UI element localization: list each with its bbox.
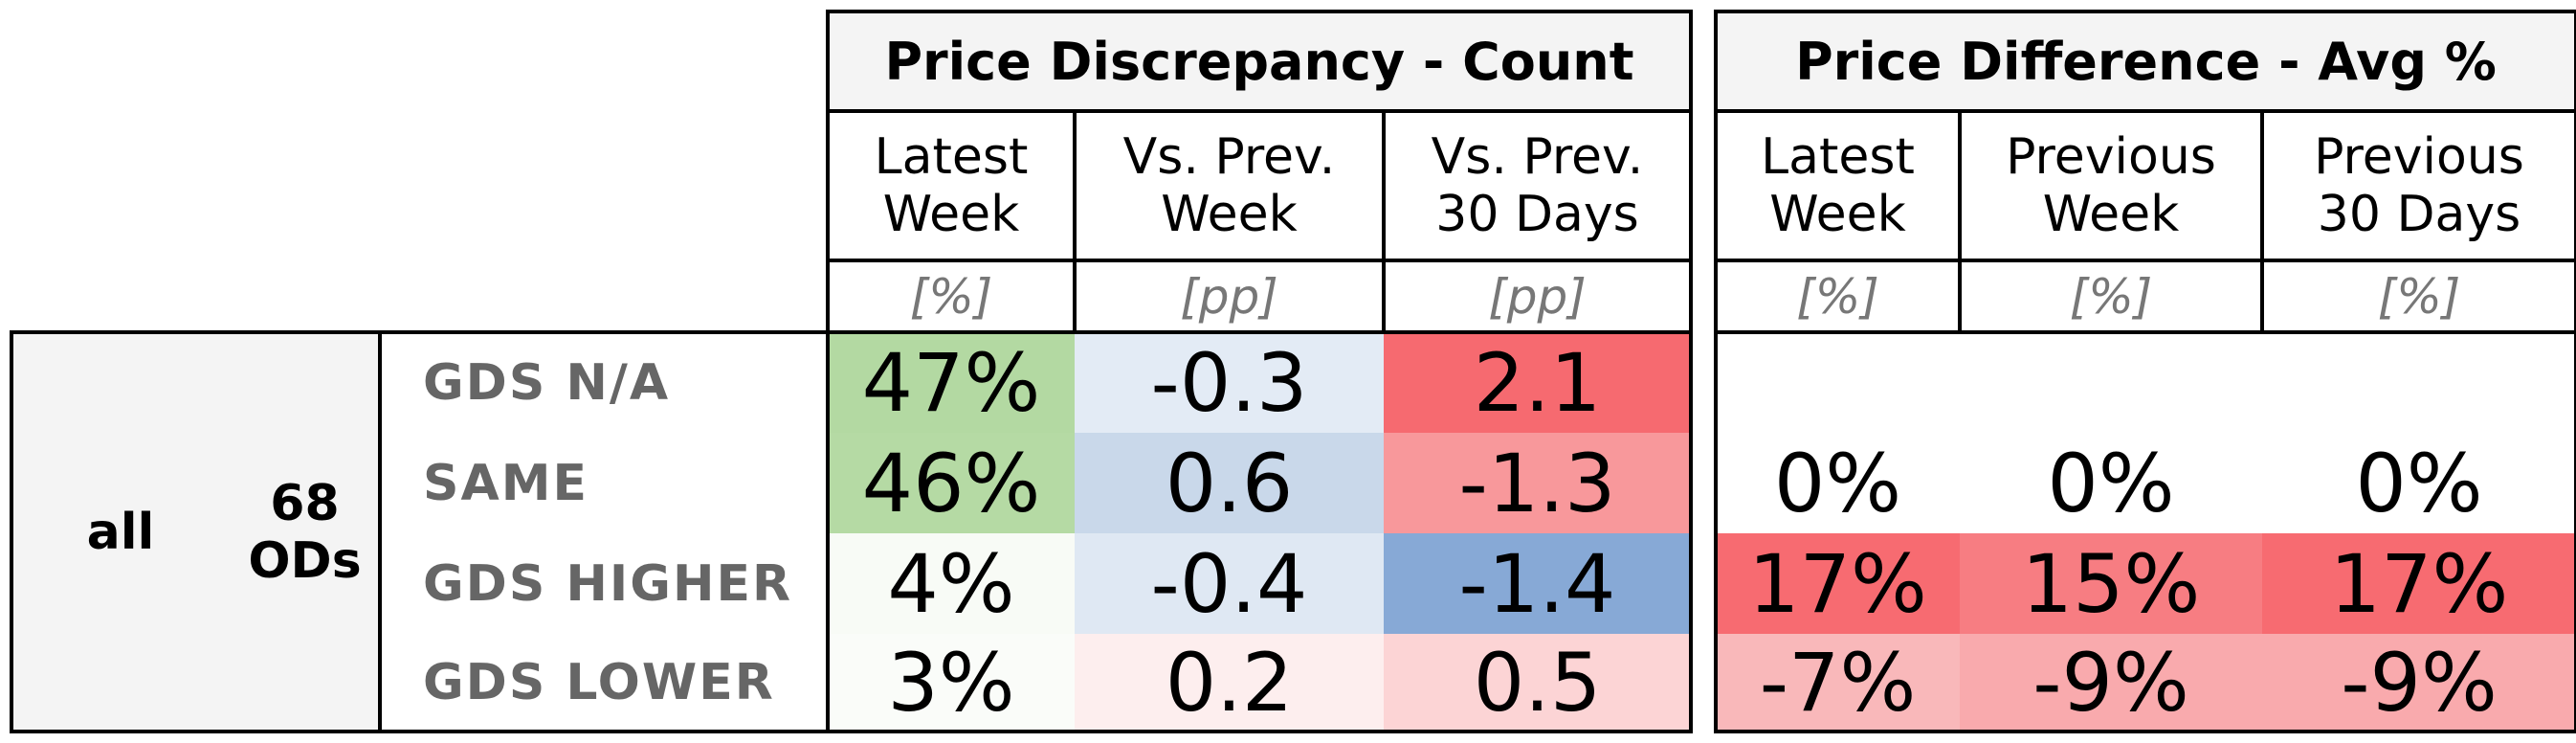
column-header: Previous Week bbox=[2006, 128, 2216, 243]
table-cell: 47% bbox=[828, 332, 1075, 433]
group-title-divider bbox=[1714, 109, 2576, 113]
group-border-top bbox=[1714, 10, 2576, 13]
table-cell: 17% bbox=[1716, 533, 1960, 634]
row-label: GDS N/A bbox=[423, 353, 671, 412]
table-cell: 3% bbox=[828, 634, 1075, 732]
group-title: Price Difference - Avg % bbox=[1716, 11, 2576, 111]
header-divider bbox=[1714, 259, 2576, 262]
column-divider bbox=[1073, 109, 1077, 334]
table-cell: 17% bbox=[2262, 533, 2576, 634]
group-border-right bbox=[1689, 10, 1693, 733]
column-header: Vs. Prev. 30 Days bbox=[1431, 128, 1644, 243]
unit-divider bbox=[826, 330, 1693, 334]
group-border-left bbox=[826, 10, 830, 733]
table-cell bbox=[2262, 332, 2576, 433]
table-cell: 4% bbox=[828, 533, 1075, 634]
table-cell: 0% bbox=[2262, 433, 2576, 533]
label-panel-bottom bbox=[10, 730, 830, 733]
header-divider bbox=[826, 259, 1693, 262]
column-header: Previous 30 Days bbox=[2314, 128, 2524, 243]
group-border-bottom bbox=[826, 730, 1693, 733]
row-label: GDS HIGHER bbox=[423, 554, 793, 613]
table-cell: 46% bbox=[828, 433, 1075, 533]
column-header: Latest Week bbox=[1761, 128, 1915, 243]
table-cell: 0.5 bbox=[1384, 634, 1691, 732]
table-cell: -0.4 bbox=[1075, 533, 1384, 634]
column-unit: [%] bbox=[2069, 268, 2153, 325]
table-cell bbox=[1716, 332, 1960, 433]
table-cell: -7% bbox=[1716, 634, 1960, 732]
group-title-divider bbox=[826, 109, 1693, 113]
table-cell: 2.1 bbox=[1384, 332, 1691, 433]
unit-divider bbox=[1714, 330, 2576, 334]
group-border-left bbox=[1714, 10, 1718, 733]
column-divider bbox=[2260, 109, 2264, 334]
table-cell: 0% bbox=[1716, 433, 1960, 533]
column-unit: [pp] bbox=[1180, 268, 1278, 325]
column-divider bbox=[1958, 109, 1962, 334]
column-unit: [pp] bbox=[1488, 268, 1587, 325]
table-cell: -9% bbox=[2262, 634, 2576, 732]
group-border-top bbox=[826, 10, 1693, 13]
table-cell: -0.3 bbox=[1075, 332, 1384, 433]
segment-count-label: 68 ODs bbox=[248, 474, 362, 590]
table-cell: 15% bbox=[1960, 533, 2262, 634]
segment-label: all bbox=[86, 503, 155, 561]
row-label-panel bbox=[11, 332, 380, 732]
column-unit: [%] bbox=[1796, 268, 1879, 325]
table-cell: -9% bbox=[1960, 634, 2262, 732]
row-label: SAME bbox=[423, 454, 588, 512]
column-divider bbox=[1382, 109, 1386, 334]
table-cell bbox=[1960, 332, 2262, 433]
table-cell: 0% bbox=[1960, 433, 2262, 533]
table-cell: -1.3 bbox=[1384, 433, 1691, 533]
group-border-bottom bbox=[1714, 730, 2576, 733]
row-label: GDS LOWER bbox=[423, 654, 775, 711]
column-unit: [%] bbox=[909, 268, 993, 325]
label-panel-divider bbox=[378, 330, 382, 733]
column-unit: [%] bbox=[2377, 268, 2461, 325]
label-panel-top bbox=[10, 330, 830, 334]
label-panel-left bbox=[10, 330, 13, 733]
column-header: Vs. Prev. Week bbox=[1122, 128, 1336, 243]
table-cell: 0.6 bbox=[1075, 433, 1384, 533]
table-cell: -1.4 bbox=[1384, 533, 1691, 634]
group-title: Price Discrepancy - Count bbox=[828, 11, 1691, 111]
column-header: Latest Week bbox=[874, 128, 1029, 243]
table-cell: 0.2 bbox=[1075, 634, 1384, 732]
group-border-right bbox=[2574, 10, 2576, 733]
